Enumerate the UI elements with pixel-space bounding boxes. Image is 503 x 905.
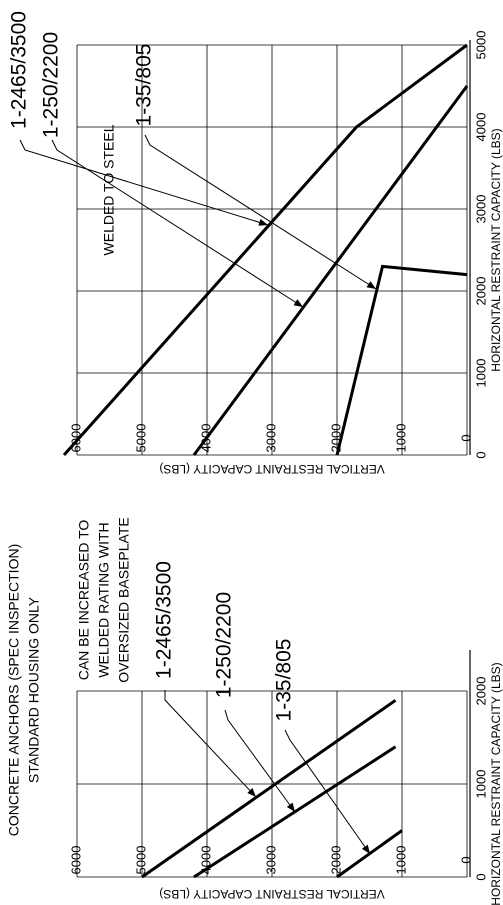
series-line xyxy=(335,264,468,456)
y-tick-label: 1000 xyxy=(393,424,408,453)
chart-title: STANDARD HOUSING ONLY xyxy=(26,596,42,783)
series-line xyxy=(62,43,468,456)
leader xyxy=(19,139,269,226)
series-label: 1-2465/3500 xyxy=(8,11,31,129)
y-tick-label: 0 xyxy=(458,434,473,441)
y-tick-label: 3000 xyxy=(263,846,278,875)
x-tick-label: 5000 xyxy=(473,31,488,60)
x-tick-label: 0 xyxy=(473,873,488,880)
leader xyxy=(164,690,257,798)
y-tick-label: 1000 xyxy=(393,846,408,875)
leader xyxy=(284,729,371,855)
chart-title: WELDED TO STEEL xyxy=(101,124,117,255)
y-tick-label: 0 xyxy=(458,856,473,863)
annotation: OVERSIZED BASEPLATE xyxy=(116,517,132,682)
y-tick-label: 2000 xyxy=(328,846,343,875)
y-tick-label: 6000 xyxy=(68,846,83,875)
x-axis-title: HORIZONTAL RESTRAINT CAPACITY (LBS) xyxy=(489,128,503,371)
y-tick-label: 3000 xyxy=(263,424,278,453)
series-label: 1-35/805 xyxy=(273,639,296,722)
y-axis-title: VERTICAL RESTRAINT CAPACITY (LBS) xyxy=(159,462,384,476)
x-tick-label: 3000 xyxy=(473,195,488,224)
leaders xyxy=(19,134,377,855)
series-line xyxy=(192,85,469,456)
x-tick-label: 1000 xyxy=(473,770,488,799)
leader xyxy=(144,134,377,290)
leader xyxy=(224,709,296,813)
y-axis-title: VERTICAL RESTRAINT CAPACITY (LBS) xyxy=(159,887,384,901)
series-label: 1-250/2200 xyxy=(40,32,63,138)
x-axis-title: HORIZONTAL RESTRAINT CAPACITY (LBS) xyxy=(489,662,503,905)
chart-title: CONCRETE ANCHORS (SPEC INSPECTION) xyxy=(6,544,22,836)
x-tick-label: 0 xyxy=(473,451,488,458)
annotation: CAN BE INCREASED TO xyxy=(76,520,92,681)
series-label: 1-250/2200 xyxy=(213,592,236,698)
x-tick-label: 2000 xyxy=(473,677,488,706)
series-label: 1-35/805 xyxy=(133,44,156,127)
x-tick-label: 2000 xyxy=(473,277,488,306)
series-line xyxy=(141,699,397,879)
y-tick-label: 5000 xyxy=(133,846,148,875)
x-tick-label: 1000 xyxy=(473,359,488,388)
leader xyxy=(51,139,304,308)
rotated-sheet: 0 1000 2000 0 1000 2000 3000 4000 5000 6000 HORIZO… xyxy=(6,11,503,905)
y-tick-label: 5000 xyxy=(133,424,148,453)
annotation: WELDED RATING WITH xyxy=(96,522,112,677)
series-label: 1-2465/3500 xyxy=(153,561,176,679)
x-tick-label: 4000 xyxy=(473,113,488,142)
